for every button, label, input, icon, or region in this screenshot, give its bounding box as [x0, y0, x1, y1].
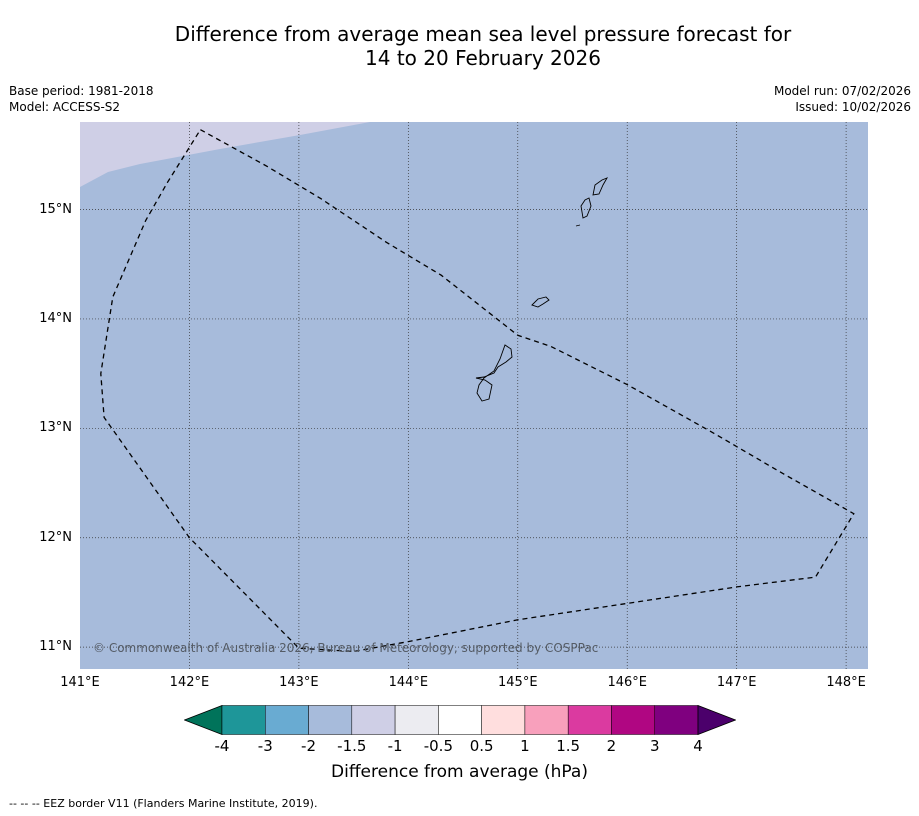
graticule	[80, 122, 868, 669]
colorbar-swatch	[351, 705, 396, 735]
lon-label: 144°E	[388, 675, 429, 690]
eez-border	[100, 129, 855, 653]
colorbar-swatch	[524, 705, 569, 735]
eez-footnote: -- -- -- EEZ border V11 (Flanders Marine…	[9, 797, 318, 810]
colorbar-tick-label: 4	[693, 737, 703, 755]
lon-label: 146°E	[607, 675, 647, 690]
model-run: Model run: 07/02/2026	[773, 84, 911, 98]
colorbar-tick-label: 2	[606, 737, 617, 755]
map-title: Difference from average mean sea level p…	[80, 22, 886, 70]
island-guam	[475, 344, 513, 402]
issued-date: Issued: 10/02/2026	[795, 100, 911, 114]
colorbar-swatch	[567, 705, 612, 735]
lon-label: 142°E	[169, 675, 210, 690]
lon-label: 145°E	[498, 675, 538, 690]
colorbar-swatch	[611, 705, 655, 735]
colorbar-tick-label: 3	[649, 737, 660, 755]
lat-label: 11°N	[39, 639, 72, 655]
colorbar-tick-label: -1.5	[337, 737, 367, 755]
colorbar	[184, 705, 736, 735]
anomaly-field-minus2	[80, 122, 868, 669]
colorbar-swatch	[308, 705, 353, 735]
island-tinian	[580, 197, 592, 219]
map-panel[interactable]: © Commonwealth of Australia 2026, Bureau…	[80, 122, 868, 669]
island-aguijan	[575, 224, 581, 227]
colorbar-arrow-high	[697, 705, 736, 735]
island-rota	[531, 296, 550, 308]
lon-label: 143°E	[279, 675, 319, 690]
lon-label: 147°E	[716, 675, 757, 690]
metadata-left: Base period: 1981-2018 Model: ACCESS-S2	[9, 83, 154, 115]
model-name: Model: ACCESS-S2	[9, 100, 121, 114]
colorbar-swatch	[481, 705, 526, 735]
lon-label: 148°E	[826, 675, 866, 690]
colorbar-tick-label: 1	[520, 737, 530, 755]
islands	[475, 177, 609, 402]
colorbar-title: Difference from average (hPa)	[331, 762, 588, 782]
lat-label: 12°N	[39, 529, 72, 545]
colorbar-tick-label: 0.5	[469, 737, 494, 755]
colorbar-tick-label: -3	[257, 737, 273, 755]
lat-label: 14°N	[39, 310, 72, 326]
colorbar-tick-label: -4	[214, 737, 230, 755]
colorbar-tick-label: -2	[301, 737, 317, 755]
lat-label: 13°N	[39, 420, 72, 436]
anomaly-field-minus1-5	[80, 122, 370, 187]
lat-label: 15°N	[39, 201, 72, 217]
base-period: Base period: 1981-2018	[9, 84, 154, 98]
colorbar-swatch	[221, 705, 266, 735]
title-line-2: 14 to 20 February 2026	[365, 46, 601, 70]
colorbar-swatch	[438, 705, 482, 735]
map-canvas	[80, 122, 868, 669]
metadata-right: Model run: 07/02/2026 Issued: 10/02/2026	[774, 83, 911, 115]
copyright-notice: © Commonwealth of Australia 2026, Bureau…	[93, 641, 599, 655]
colorbar-swatch	[265, 705, 309, 735]
colorbar-swatch	[394, 705, 439, 735]
colorbar-tick-label: -0.5	[423, 737, 453, 755]
colorbar-swatch	[654, 705, 699, 735]
lon-label: 141°E	[60, 675, 100, 690]
colorbar-tick-label: 1.5	[556, 737, 581, 755]
colorbar-arrow-low	[184, 705, 223, 735]
island-saipan	[592, 177, 609, 196]
colorbar-tick-label: -1	[387, 737, 403, 755]
title-line-1: Difference from average mean sea level p…	[174, 22, 792, 46]
